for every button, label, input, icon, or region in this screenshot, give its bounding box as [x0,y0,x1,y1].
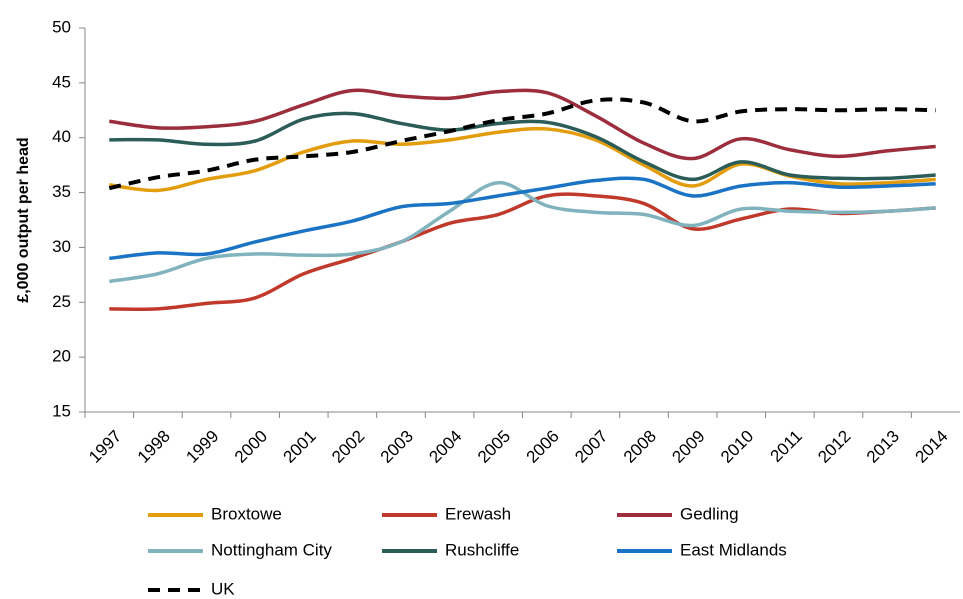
y-tick-label: 35 [52,182,71,201]
series-line [109,180,936,284]
series-line [109,176,936,261]
x-tick-label: 2006 [523,427,563,467]
series-line [109,111,936,182]
x-tick-label: 2012 [814,427,854,467]
x-tick-label: 2013 [863,427,903,467]
x-tick-label: 2005 [474,427,514,467]
legend-label: Erewash [445,504,511,523]
legend-label: Nottingham City [211,540,332,559]
y-axis-title: £,000 output per head [15,137,32,302]
y-tick-label: 15 [52,401,71,420]
legend-label: East Midlands [680,540,787,559]
legend-label: UK [211,579,235,598]
x-tick-label: 2008 [620,427,660,467]
series-line [109,126,936,193]
x-tick-label: 2011 [767,427,806,466]
x-tick-label: 2004 [425,427,465,467]
y-tick-label: 20 [52,347,71,366]
x-tick-label: 2014 [912,427,952,467]
x-tick-label: 2003 [377,427,417,467]
series-line [109,88,936,161]
y-tick-label: 25 [52,292,71,311]
series-line [109,192,936,312]
legend-label: Gedling [680,504,739,523]
x-tick-label: 2007 [571,427,611,467]
x-tick-label: 1998 [134,427,174,467]
x-tick-label: 2001 [280,427,320,467]
x-tick-label: 2010 [717,427,757,467]
y-tick-label: 40 [52,127,71,146]
y-tick-label: 50 [52,17,71,36]
x-tick-label: 2009 [668,427,708,467]
x-tick-label: 2002 [328,427,368,467]
series-line [108,97,936,191]
x-tick-label: 2000 [231,427,271,467]
x-tick-label: 1997 [85,427,125,467]
y-tick-label: 30 [52,237,71,256]
legend-label: Rushcliffe [445,540,519,559]
legend-label: Broxtowe [211,504,282,523]
y-tick-label: 45 [52,72,71,91]
x-tick-label: 1999 [182,427,222,467]
